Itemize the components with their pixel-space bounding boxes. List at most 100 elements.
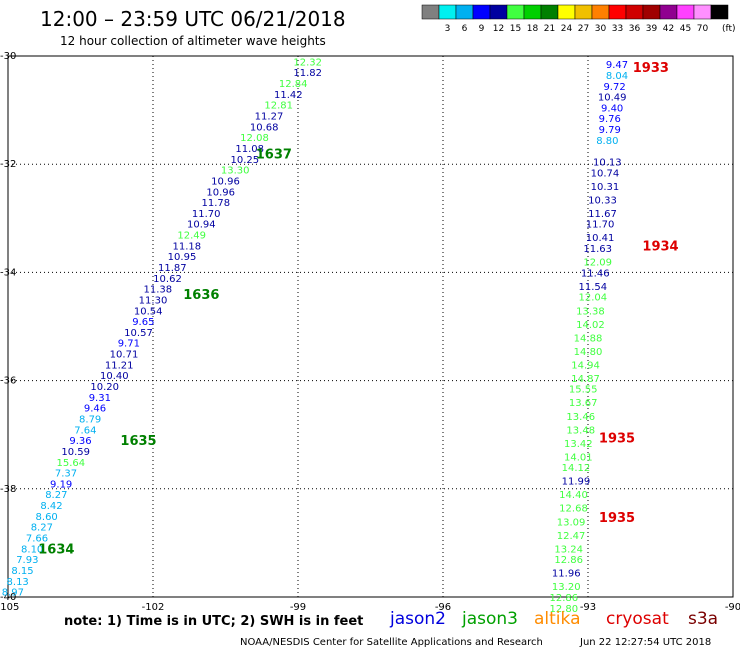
wave-height-value: 9.65 bbox=[132, 317, 154, 328]
color-swatch bbox=[506, 4, 525, 20]
wave-height-value: 7.93 bbox=[16, 555, 38, 566]
wave-height-value: 14.88 bbox=[574, 333, 603, 344]
wave-height-value: 9.36 bbox=[69, 436, 91, 447]
y-axis-ticks: -30 -32 -34 -36 -38 -40 bbox=[0, 51, 16, 603]
y-tick-label: -34 bbox=[0, 267, 16, 278]
wave-height-value: 8.60 bbox=[36, 512, 58, 523]
wave-height-value: 7.66 bbox=[26, 533, 48, 544]
wave-height-value: 11.27 bbox=[255, 112, 284, 123]
pass-time-label: 1634 bbox=[38, 542, 74, 557]
wave-height-value: 8.42 bbox=[40, 501, 62, 512]
x-tick-label: -99 bbox=[290, 602, 306, 613]
wave-height-value: 14.01 bbox=[564, 452, 593, 463]
color-swatch bbox=[676, 4, 695, 20]
wave-height-value: 11.38 bbox=[144, 285, 173, 296]
wave-height-value: 11.54 bbox=[579, 282, 608, 293]
color-swatch bbox=[523, 4, 542, 20]
wave-height-value: 11.21 bbox=[105, 360, 134, 371]
wave-height-value: 12.80 bbox=[550, 604, 579, 615]
wave-height-value: 10.94 bbox=[187, 220, 216, 231]
wave-height-value: 12.49 bbox=[177, 231, 206, 242]
wave-height-value: 11.70 bbox=[192, 209, 221, 220]
wave-height-value: 12.09 bbox=[583, 258, 612, 269]
color-scale-label: 15 bbox=[510, 24, 521, 34]
wave-height-value: 11.70 bbox=[586, 220, 615, 231]
wave-height-value: 11.99 bbox=[562, 477, 591, 488]
wave-height-value: 10.62 bbox=[153, 274, 182, 285]
wave-height-value: 14.80 bbox=[574, 347, 603, 358]
wave-height-value: 10.54 bbox=[134, 306, 163, 317]
color-scale-label: 18 bbox=[527, 24, 539, 34]
wave-height-value: 12.47 bbox=[557, 531, 586, 542]
color-swatch bbox=[625, 4, 644, 20]
x-tick-label: -96 bbox=[435, 602, 451, 613]
pass-time-label: 1635 bbox=[120, 434, 156, 449]
pass-time-labels: 1637 1636 1635 1634 1933 1934 1935 1935 bbox=[38, 61, 678, 557]
wave-height-value: 8.15 bbox=[11, 566, 33, 577]
wave-height-value: 13.24 bbox=[554, 544, 583, 555]
wave-height-value: 11.82 bbox=[293, 68, 322, 79]
chart-subtitle: 12 hour collection of altimeter wave hei… bbox=[60, 34, 326, 48]
color-swatch bbox=[693, 4, 712, 20]
x-tick-label: -105 bbox=[0, 602, 19, 613]
footer-note: note: 1) Time is in UTC; 2) SWH is in fe… bbox=[64, 614, 363, 629]
plot-frame bbox=[7, 55, 734, 598]
legend-item: jason3 bbox=[461, 609, 518, 629]
color-swatch bbox=[608, 4, 627, 20]
color-scale-label: 42 bbox=[663, 24, 674, 34]
pass-time-label: 1935 bbox=[599, 511, 635, 526]
wave-height-value: 10.96 bbox=[211, 176, 240, 187]
wave-height-value: 10.95 bbox=[168, 252, 197, 263]
wave-height-value: 10.31 bbox=[591, 182, 620, 193]
color-scale-label: 39 bbox=[646, 24, 658, 34]
wave-height-value: 10.20 bbox=[90, 382, 119, 393]
wave-height-value: 11.08 bbox=[235, 144, 264, 155]
color-swatch bbox=[659, 4, 678, 20]
color-scale-label: 24 bbox=[561, 24, 573, 34]
wave-height-value: 15.55 bbox=[569, 385, 598, 396]
color-scale-unit: (ft) bbox=[722, 24, 736, 34]
wave-height-value: 14.94 bbox=[571, 360, 600, 371]
color-swatch bbox=[710, 4, 729, 20]
wave-height-value: 13.48 bbox=[566, 425, 595, 436]
wave-height-value: 10.49 bbox=[598, 93, 627, 104]
color-scale-label: 9 bbox=[479, 24, 485, 34]
wave-height-value: 12.04 bbox=[579, 293, 608, 304]
wave-height-value: 11.78 bbox=[202, 198, 231, 209]
wave-height-value: 9.19 bbox=[50, 479, 72, 490]
color-swatch bbox=[455, 4, 474, 20]
chart-title: 12:00 – 23:59 UTC 06/21/2018 bbox=[40, 7, 346, 31]
wave-height-value: 7.37 bbox=[55, 469, 77, 480]
x-tick-label: -90 bbox=[725, 602, 740, 613]
legend-item: jason2 bbox=[389, 609, 446, 629]
wave-height-value: 9.79 bbox=[599, 125, 621, 136]
wave-height-value: 15.64 bbox=[57, 458, 86, 469]
color-scale-label: 21 bbox=[544, 24, 555, 34]
x-tick-label: -102 bbox=[142, 602, 165, 613]
wave-height-value: 10.13 bbox=[593, 157, 622, 168]
wave-height-value: 10.59 bbox=[61, 447, 90, 458]
wave-height-value: 9.40 bbox=[601, 103, 623, 114]
wave-height-value: 9.71 bbox=[118, 339, 140, 350]
footer-credit: NOAA/NESDIS Center for Satellite Applica… bbox=[240, 637, 543, 648]
wave-height-value: 9.31 bbox=[89, 393, 111, 404]
color-swatch bbox=[540, 4, 559, 20]
color-scale-label: 36 bbox=[629, 24, 641, 34]
wave-height-value: 11.67 bbox=[588, 209, 617, 220]
color-swatch bbox=[421, 4, 440, 20]
color-swatch bbox=[591, 4, 610, 20]
wave-height-value: 12.86 bbox=[550, 593, 579, 604]
wave-height-value: 10.68 bbox=[250, 122, 279, 133]
wave-height-value: 9.76 bbox=[599, 114, 621, 125]
wave-height-value: 10.25 bbox=[231, 155, 260, 166]
color-scale-label: 33 bbox=[612, 24, 623, 34]
wave-height-value: 8.10 bbox=[21, 544, 43, 555]
wave-height-value: 13.09 bbox=[557, 517, 586, 528]
color-swatch bbox=[574, 4, 593, 20]
wave-height-value: 12.68 bbox=[559, 504, 588, 515]
color-scale-label: 30 bbox=[595, 24, 607, 34]
legend-item: altika bbox=[534, 609, 581, 629]
wave-height-value: 11.18 bbox=[173, 241, 202, 252]
wave-height-value: 10.71 bbox=[110, 350, 139, 361]
wave-height-value: 10.40 bbox=[100, 371, 129, 382]
